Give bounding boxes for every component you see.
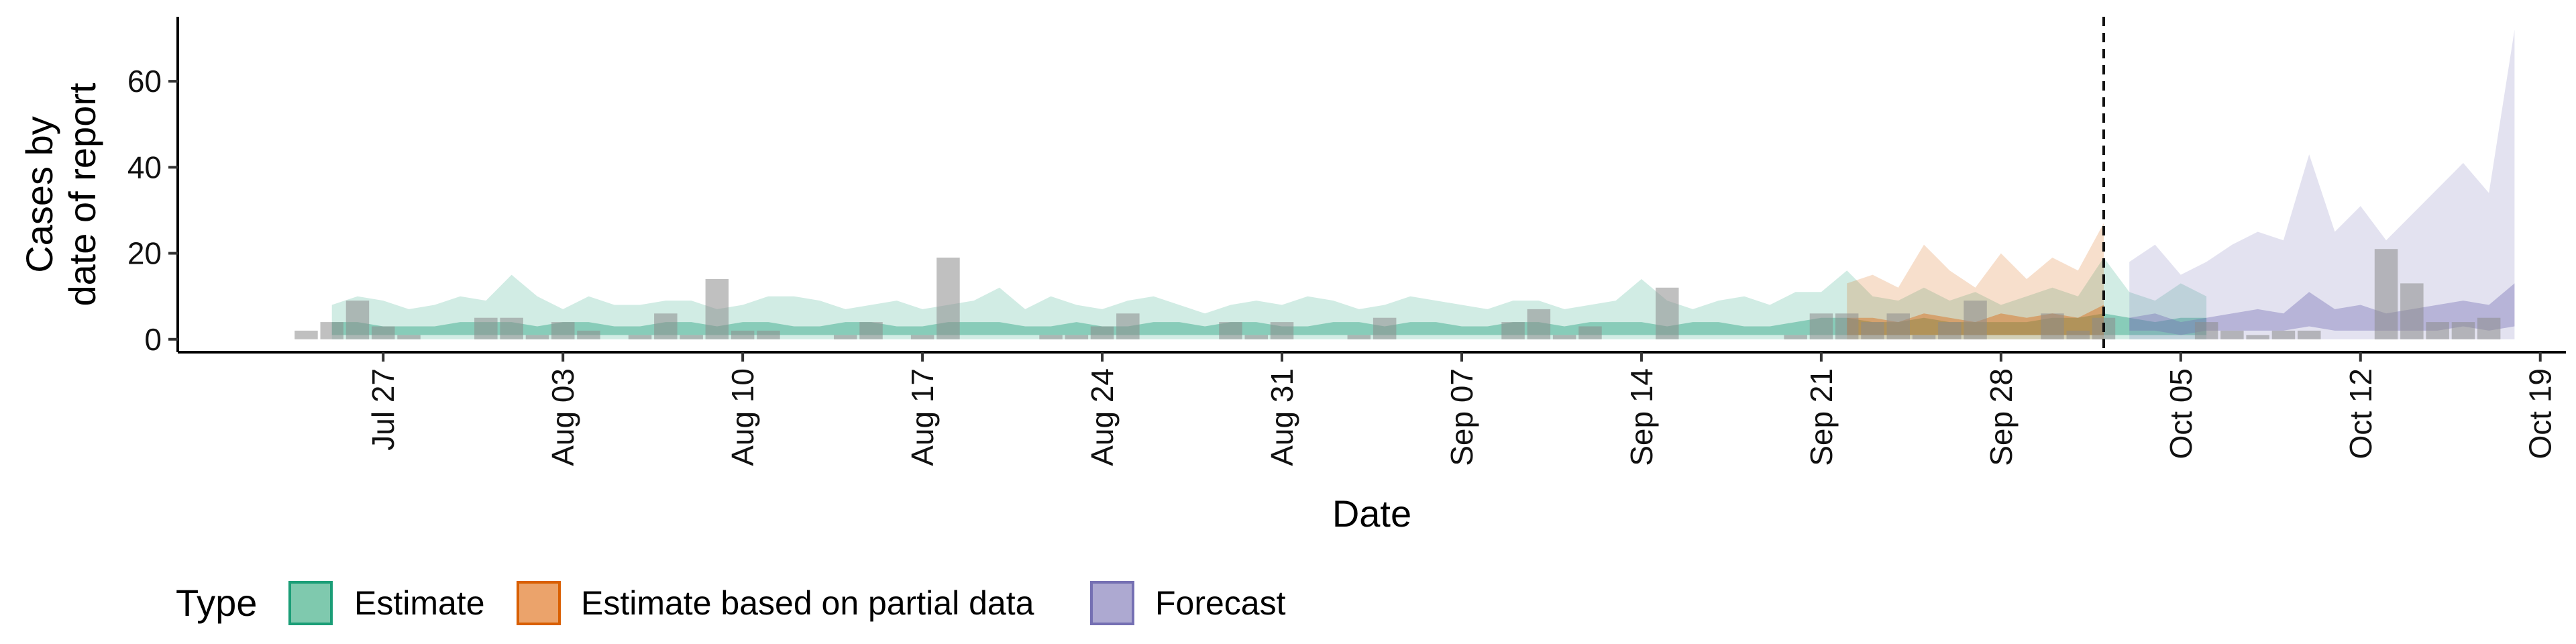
x-tick-label: Oct 12 [2343, 368, 2378, 460]
case-bar [551, 322, 575, 339]
case-bar [1656, 287, 1679, 339]
case-bar [1270, 322, 1294, 339]
x-tick-label: Aug 10 [725, 368, 760, 466]
y-tick-label: 20 [127, 236, 162, 271]
case-bar [1090, 326, 1114, 339]
case-bar [2374, 249, 2398, 339]
legend-label-forecast: Forecast [1155, 584, 1286, 622]
legend-key-estimate [288, 581, 333, 625]
case-bar [1116, 313, 1140, 339]
legend-title: Type [176, 582, 257, 624]
forecast-outer-band [2129, 30, 2515, 339]
x-tick-label: Oct 05 [2163, 368, 2198, 460]
case-bar [294, 330, 318, 339]
case-bar [1552, 335, 1576, 339]
case-bar [2220, 330, 2244, 339]
case-bar [1373, 317, 1397, 339]
axes: 0 20 40 60 Jul 27 Aug 03 Aug 10 Aug 17 Aug 24 Aug… [127, 17, 2566, 466]
case-bar [654, 313, 678, 339]
case-bar [474, 317, 498, 339]
case-bar [320, 322, 343, 339]
x-tick-label: Jul 27 [366, 368, 400, 451]
case-bar [1886, 313, 1910, 339]
estimate-bands [331, 30, 2515, 339]
y-axis-title-line2: date of report [61, 83, 103, 307]
case-bar [2246, 335, 2269, 339]
case-bar [2400, 283, 2424, 339]
y-tick-label: 0 [144, 322, 162, 357]
case-bar [628, 335, 652, 339]
case-bar [500, 317, 523, 339]
case-bar [1347, 335, 1371, 339]
case-bar [757, 330, 780, 339]
case-bar [397, 335, 421, 339]
case-bar [1244, 335, 1268, 339]
estimate-outer-band [331, 258, 2207, 339]
case-bar [2298, 330, 2321, 339]
case-bar [1784, 335, 1807, 339]
x-tick-label: Sep 21 [1804, 368, 1839, 466]
legend-label-estimate: Estimate [354, 584, 485, 622]
x-tick-label: Sep 28 [1984, 368, 2019, 466]
estimate-based-on-partial-data-outer-band [1847, 223, 2104, 339]
case-bar [731, 330, 755, 339]
case-bar [2271, 330, 2296, 339]
case-bar [834, 335, 857, 339]
x-tick-label: Oct 19 [2523, 368, 2558, 460]
estimate-inner-band [331, 313, 2207, 335]
case-bar [1835, 313, 1859, 339]
y-tick-label: 40 [127, 150, 162, 184]
case-bar [1501, 322, 1525, 339]
case-bar [1039, 335, 1063, 339]
legend-label-partial: Estimate based on partial data [581, 584, 1034, 622]
case-bar [345, 301, 370, 339]
case-bar [2426, 322, 2449, 339]
case-bar [1527, 309, 1551, 339]
legend-key-partial [517, 581, 561, 625]
case-bar [859, 322, 883, 339]
x-tick-label: Aug 31 [1265, 368, 1299, 466]
estimate-based-on-partial-data-inner-band [1847, 305, 2104, 335]
case-bar [936, 258, 960, 339]
x-tick-label: Aug 17 [905, 368, 940, 466]
y-tick-label: 60 [127, 64, 162, 99]
case-bar [2066, 330, 2090, 339]
case-bar [705, 279, 729, 339]
case-bar [680, 335, 703, 339]
observed-cases-bars [294, 249, 2501, 339]
case-bar [372, 326, 395, 339]
case-bar [910, 335, 934, 339]
case-bar [1861, 322, 1884, 339]
case-bar [525, 335, 549, 339]
y-axis-title-line1: Cases by [18, 116, 60, 272]
case-bar [2477, 317, 2501, 339]
case-bar [2194, 322, 2218, 339]
x-tick-label: Sep 07 [1444, 368, 1479, 466]
x-tick-label: Aug 24 [1085, 368, 1120, 466]
legend-key-forecast [1090, 581, 1134, 625]
case-bar [1912, 335, 1936, 339]
case-bar [1809, 313, 1833, 339]
case-bar [1964, 301, 1987, 339]
case-bar [1578, 326, 1602, 339]
x-tick-label: Sep 14 [1624, 368, 1659, 466]
case-bar [1219, 322, 1242, 339]
x-axis-title: Date [1332, 492, 1411, 535]
case-bar [1938, 322, 1962, 339]
case-bar [577, 330, 600, 339]
case-bar [1065, 335, 1089, 339]
case-bar [2041, 313, 2064, 339]
x-tick-label: Aug 03 [545, 368, 580, 466]
legend: Type Estimate Estimate based on partial … [176, 581, 1286, 625]
case-bar [2451, 322, 2475, 339]
